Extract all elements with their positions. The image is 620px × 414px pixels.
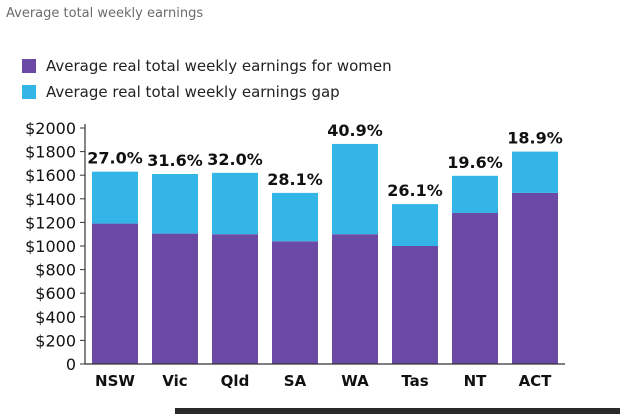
x-category-label: Vic (162, 372, 187, 390)
bar-segment-gap (212, 172, 258, 235)
y-tick-label: $200 (35, 331, 76, 350)
x-category-label: ACT (519, 372, 553, 390)
legend-swatch-gap (22, 85, 36, 99)
y-tick-label: $800 (35, 261, 76, 280)
bar-segment-women (512, 192, 558, 364)
bar-segment-women (452, 212, 498, 364)
y-tick-label: $400 (35, 308, 76, 327)
y-tick-label: 0 (66, 355, 76, 374)
x-category-label: SA (284, 372, 307, 390)
bar-data-label: 28.1% (267, 170, 323, 189)
bar-segment-women (92, 223, 138, 364)
legend-label-women: Average real total weekly earnings for w… (46, 57, 392, 75)
y-tick-label: $1400 (25, 190, 76, 209)
page-title: Average total weekly earnings (6, 6, 204, 21)
bar-segment-women (272, 241, 318, 364)
x-category-label: WA (341, 372, 369, 390)
bar-segment-gap (392, 204, 438, 246)
bar-segment-women (152, 233, 198, 364)
x-category-label: NSW (95, 372, 135, 390)
bar-segment-gap (512, 151, 558, 193)
legend-item-women: Average real total weekly earnings for w… (22, 54, 392, 78)
y-tick-label: $1200 (25, 213, 76, 232)
bar-segment-gap (152, 174, 198, 234)
bar-data-label: 40.9% (327, 121, 383, 140)
bar-data-label: 32.0% (207, 150, 263, 169)
bar-segment-gap (92, 171, 138, 224)
bar-data-label: 31.6% (147, 151, 203, 170)
bar-segment-women (332, 234, 378, 364)
y-tick-label: $600 (35, 284, 76, 303)
legend-swatch-women (22, 59, 36, 73)
bar-segment-women (392, 246, 438, 364)
chart-legend: Average real total weekly earnings for w… (22, 54, 392, 106)
y-tick-label: $2000 (25, 119, 76, 138)
bar-segment-women (212, 234, 258, 364)
y-tick-label: $1800 (25, 143, 76, 162)
bar-segment-gap (452, 175, 498, 213)
bar-data-label: 19.6% (447, 153, 503, 172)
bar-segment-gap (272, 192, 318, 242)
y-tick-label: $1000 (25, 237, 76, 256)
x-category-label: NT (464, 372, 488, 390)
bar-data-label: 26.1% (387, 181, 443, 200)
y-tick-label: $1600 (25, 166, 76, 185)
x-category-label: Tas (401, 372, 428, 390)
bar-data-label: 27.0% (87, 149, 143, 168)
legend-item-gap: Average real total weekly earnings gap (22, 80, 392, 104)
legend-label-gap: Average real total weekly earnings gap (46, 83, 340, 101)
bar-data-label: 18.9% (507, 129, 563, 148)
bar-segment-gap (332, 143, 378, 235)
footer-bar (175, 408, 620, 414)
x-category-label: Qld (221, 372, 250, 390)
